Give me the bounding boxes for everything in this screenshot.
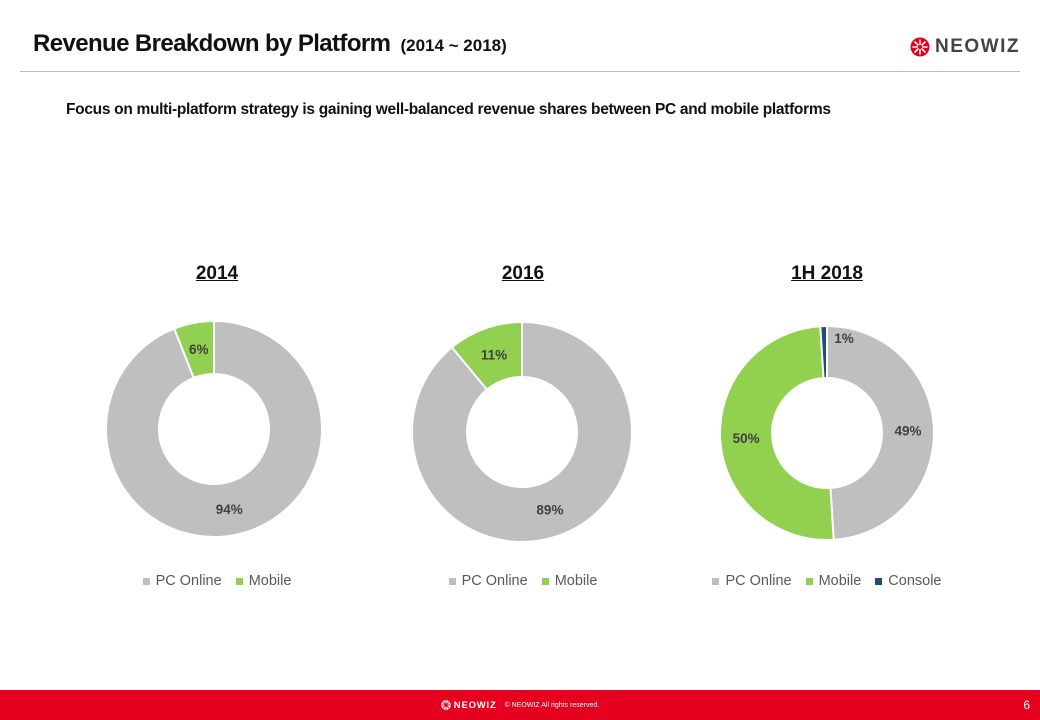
chart-legend: PC Online Mobile Console [677, 573, 977, 589]
chart-legend: PC Online Mobile [67, 573, 367, 589]
slice-pc-online [105, 319, 323, 538]
slice-label-mobile: 50% [733, 431, 760, 446]
legend-item-pc-online: PC Online [142, 573, 222, 589]
footer-center: NEOWIZ © NEOWIZ All rights reserved. [0, 690, 1040, 720]
donut-1h2018: 49% 50% 1% [719, 324, 935, 541]
slice-label-pc-online: 49% [894, 423, 921, 438]
legend-label: Console [888, 573, 942, 589]
legend-swatch [235, 577, 243, 585]
donut-2016: 89% 11% [411, 320, 633, 543]
donut-chart-2014: 2014 94% 6% PC Online Mobile [67, 255, 367, 600]
footer-logo-text: NEOWIZ [453, 699, 497, 711]
slice-pc-online [411, 320, 633, 543]
slice-mobile [172, 319, 215, 380]
legend-item-console: Console [875, 573, 942, 589]
legend-label: Mobile [818, 573, 862, 589]
legend-label: PC Online [155, 573, 222, 589]
neowiz-flower-icon [910, 37, 930, 57]
legend-swatch [142, 577, 150, 585]
slice-label-mobile: 6% [189, 342, 209, 357]
legend-item-mobile: Mobile [541, 573, 598, 589]
neowiz-logo: NEOWIZ [910, 36, 1020, 58]
page-title: Revenue Breakdown by Platform (2014 ~ 20… [33, 30, 507, 58]
page-title-range: (2014 ~ 2018) [400, 36, 507, 55]
slice-console [819, 324, 828, 380]
legend-swatch [875, 577, 883, 585]
legend-label: Mobile [554, 573, 598, 589]
logo-text: NEOWIZ [935, 36, 1020, 57]
donut-chart-1h2018: 1H 2018 49% 50% 1% PC Online Mobile Console [677, 255, 977, 600]
slice-pc-online [826, 324, 935, 541]
legend-item-mobile: Mobile [805, 573, 862, 589]
neowiz-flower-icon [441, 700, 451, 710]
footer-bar: NEOWIZ © NEOWIZ All rights reserved. 6 [0, 690, 1040, 720]
legend-label: Mobile [248, 573, 292, 589]
chart-legend: PC Online Mobile [373, 573, 673, 589]
legend-label: PC Online [461, 573, 528, 589]
donut-2014: 94% 6% [105, 319, 323, 538]
slice-mobile [450, 320, 523, 392]
chart-title: 2014 [195, 263, 239, 284]
legend-swatch [541, 577, 549, 585]
slice-label-console: 1% [834, 331, 854, 346]
slide-header: Revenue Breakdown by Platform (2014 ~ 20… [0, 0, 1040, 74]
page-number: 6 [1023, 698, 1030, 712]
legend-swatch [448, 577, 456, 585]
donut-chart-2016: 2016 89% 11% PC Online Mobile [373, 255, 673, 600]
slice-label-pc-online: 94% [216, 502, 243, 517]
legend-item-pc-online: PC Online [448, 573, 528, 589]
chart-title: 2016 [501, 263, 545, 284]
legend-label: PC Online [725, 573, 792, 589]
chart-title: 1H 2018 [791, 263, 863, 284]
footer-logo: NEOWIZ [441, 700, 497, 711]
footer-copyright: © NEOWIZ All rights reserved. [504, 701, 600, 709]
legend-item-mobile: Mobile [235, 573, 292, 589]
legend-swatch [805, 577, 813, 585]
slice-label-mobile: 11% [481, 347, 507, 362]
legend-item-pc-online: PC Online [712, 573, 792, 589]
page-title-text: Revenue Breakdown by Platform [33, 30, 391, 57]
slice-label-pc-online: 89% [536, 503, 563, 518]
header-divider [20, 71, 1020, 72]
legend-swatch [712, 577, 720, 585]
slice-mobile [719, 325, 835, 541]
slide-subtitle: Focus on multi-platform strategy is gain… [66, 101, 831, 118]
